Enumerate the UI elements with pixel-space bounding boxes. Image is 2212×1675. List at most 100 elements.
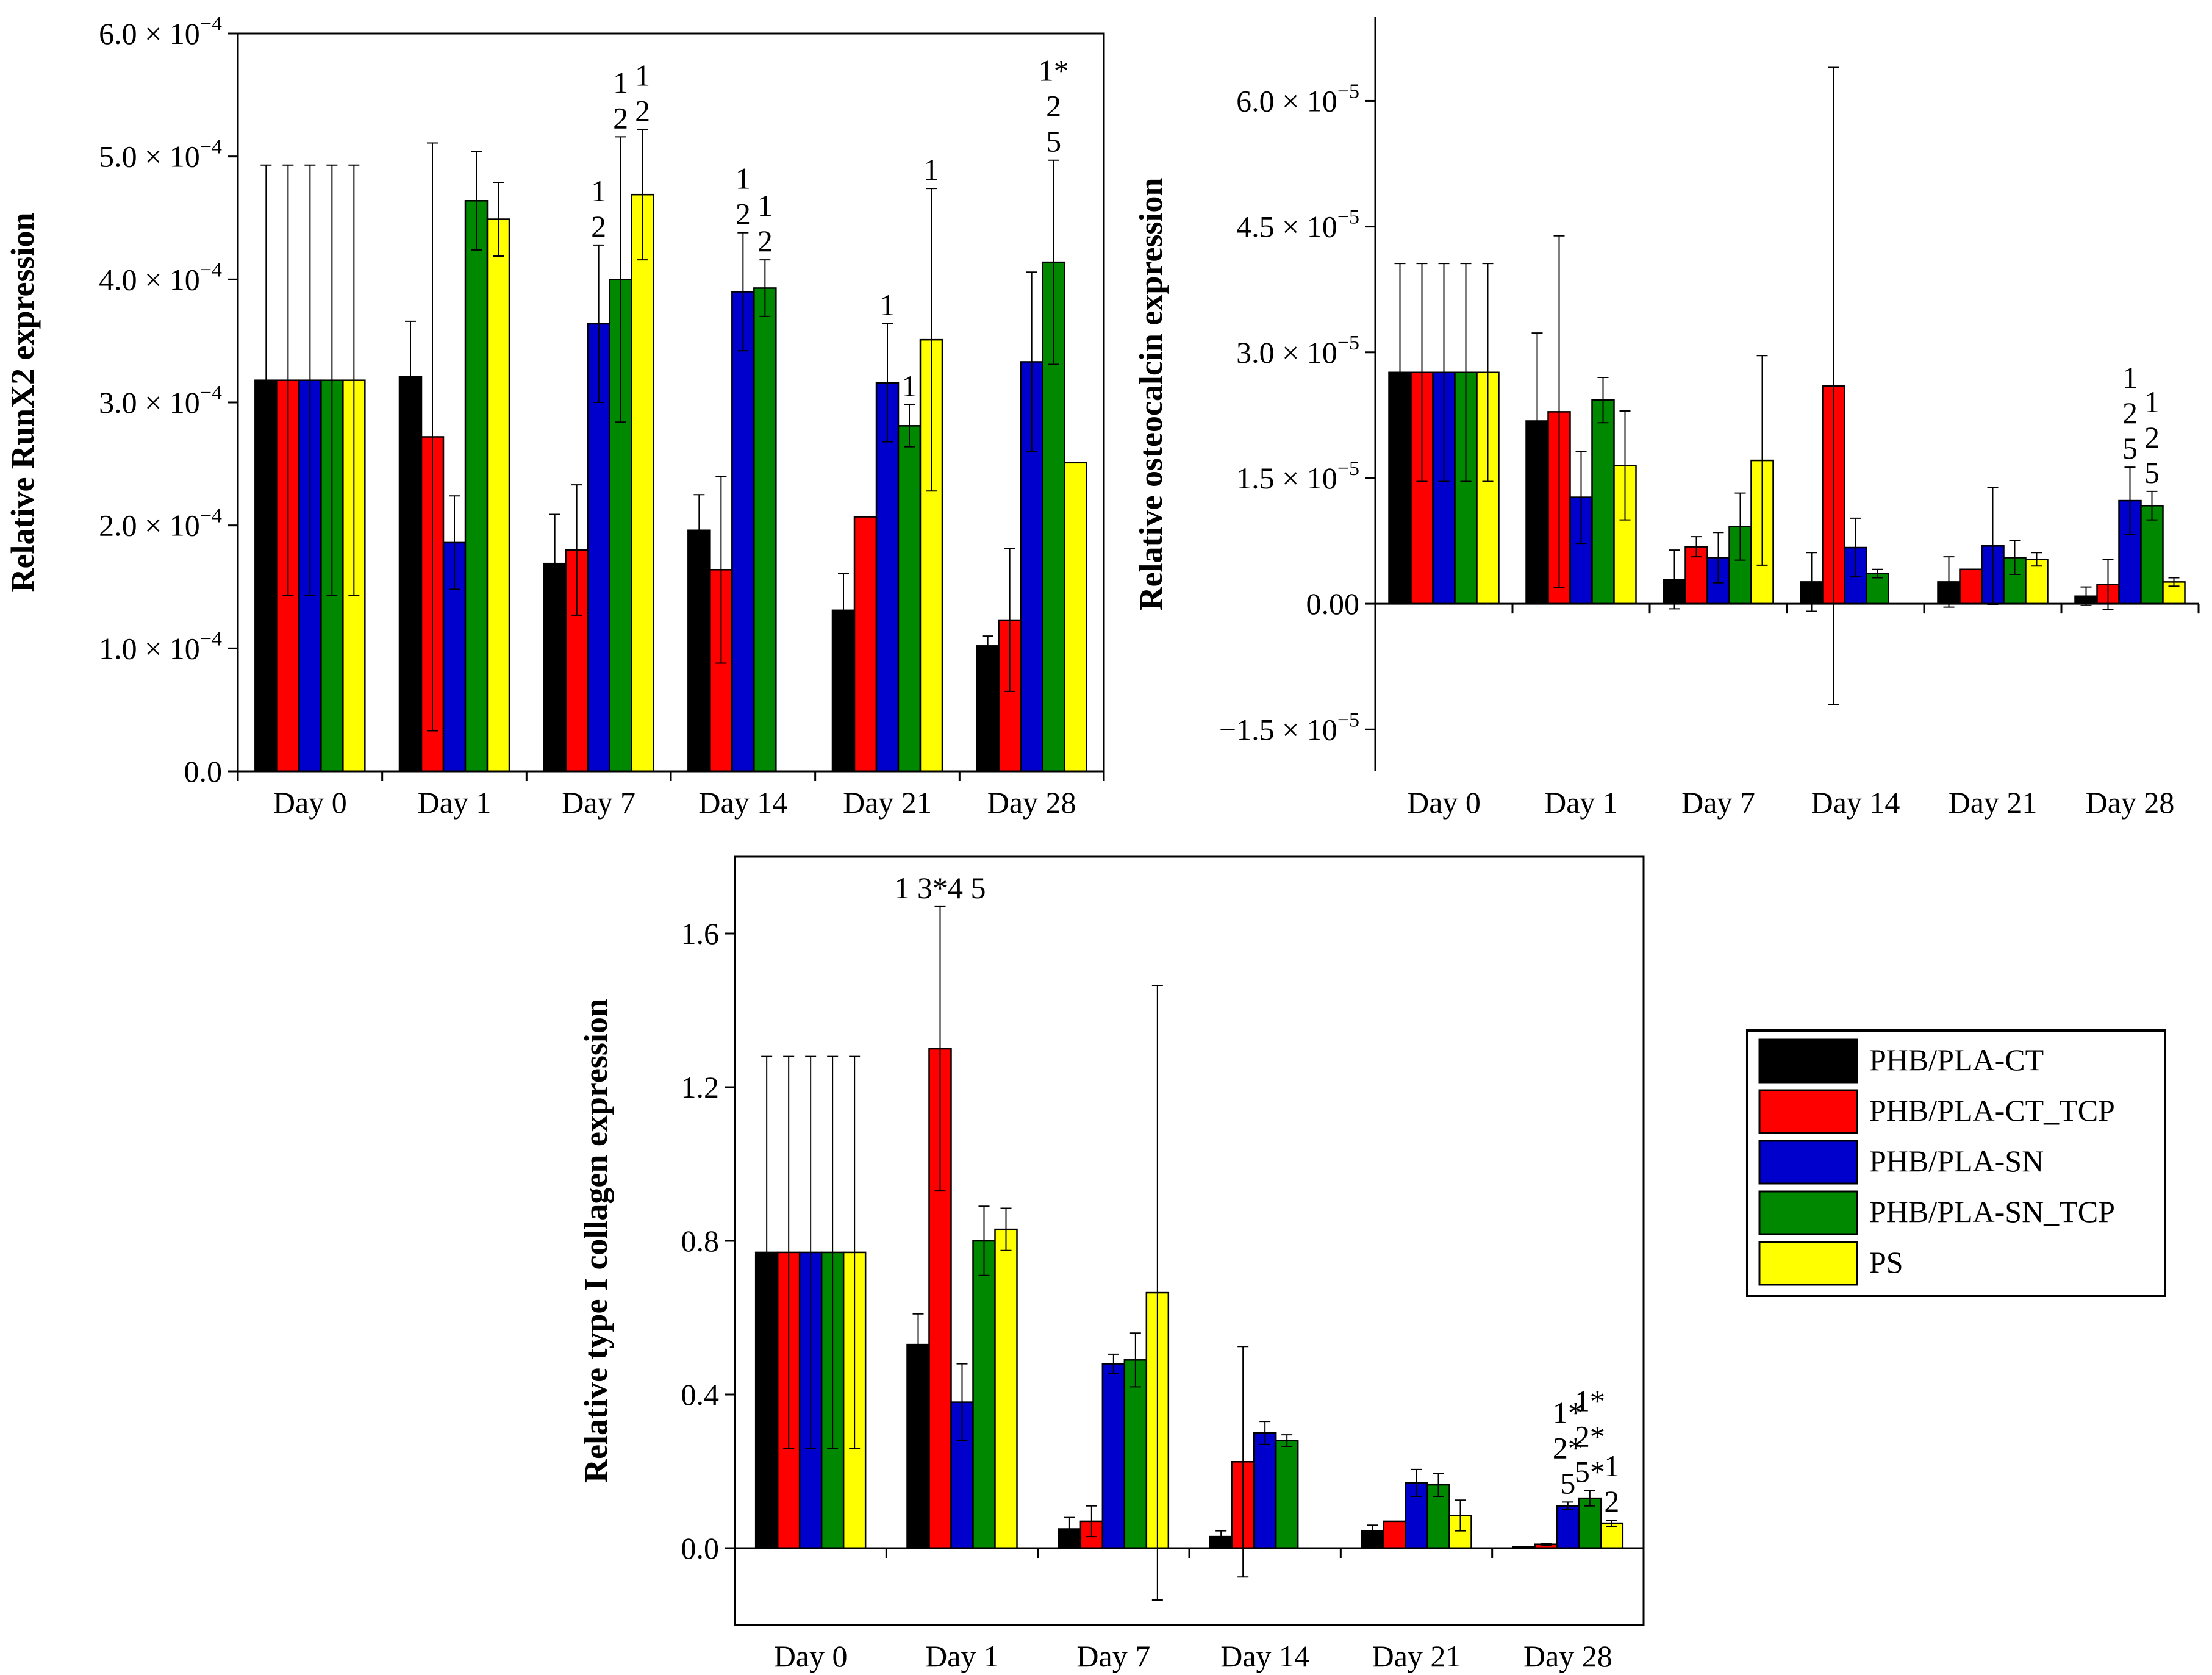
x-tick-label: Day 0 (1407, 785, 1481, 820)
significance-label: 5 (2122, 431, 2138, 465)
y-tick-label: 6.0 × 10−5 (1236, 80, 1359, 118)
x-tick-label: Day 7 (562, 785, 635, 820)
y-tick-label: 3.0 × 10−4 (99, 382, 222, 420)
x-tick-label: Day 28 (2086, 785, 2175, 820)
legend-label: PHB/PLA-CT (1869, 1043, 2044, 1077)
y-axis-title: Relative osteocalcin expression (1133, 178, 1169, 611)
legend-label: PHB/PLA-CT_TCP (1869, 1093, 2115, 1127)
y-tick-label: 1.6 (681, 916, 720, 951)
legend-swatch (1758, 1190, 1858, 1235)
bar (753, 287, 777, 773)
legend-swatch (1758, 1140, 1858, 1185)
significance-label: 1 (880, 288, 895, 322)
y-tick-label: 1.2 (681, 1070, 720, 1104)
significance-label: 1 (635, 58, 650, 92)
significance-label: 1 3*4 5 (895, 871, 986, 905)
y-axis-title: Relative type I collagen expression (578, 999, 614, 1483)
x-tick-label: Day 28 (987, 785, 1076, 820)
significance-label: 1* (1553, 1395, 1583, 1429)
significance-label: 2 (2122, 396, 2138, 430)
legend-label: PS (1869, 1245, 1903, 1279)
bar (1556, 1505, 1580, 1549)
x-tick-label: Day 7 (1681, 785, 1755, 820)
x-tick-label: Day 21 (1372, 1639, 1461, 1673)
bar (897, 425, 922, 773)
bar (1383, 1520, 1406, 1549)
significance-label: 2* (1553, 1430, 1583, 1465)
x-tick-label: Day 21 (843, 785, 932, 820)
x-tick-label: Day 28 (1523, 1639, 1612, 1673)
legend-label: PHB/PLA-SN_TCP (1869, 1195, 2115, 1229)
significance-label: 2 (2144, 420, 2160, 454)
x-tick-label: Day 1 (418, 785, 492, 820)
significance-label: 1 (902, 369, 917, 403)
bar (1959, 568, 1983, 605)
x-tick-label: Day 21 (1949, 785, 2038, 820)
y-tick-label: 1.0 × 10−4 (99, 627, 222, 665)
x-tick-label: Day 14 (698, 785, 787, 820)
x-tick-label: Day 1 (1544, 785, 1618, 820)
significance-label: 1 (736, 162, 751, 196)
significance-label: 2 (613, 101, 628, 135)
bar (853, 516, 878, 773)
y-tick-label: 0.0 (184, 754, 223, 788)
x-tick-label: Day 0 (273, 785, 347, 820)
significance-label: 1 (2144, 385, 2160, 419)
bar (1253, 1432, 1277, 1549)
significance-label: 2* (1575, 1420, 1605, 1454)
bar (398, 376, 423, 773)
x-tick-label: Day 14 (1811, 785, 1900, 820)
axes-frame (734, 855, 1645, 1626)
x-tick-label: Day 1 (925, 1639, 999, 1673)
significance-label: 1* (1039, 54, 1069, 88)
y-tick-label: 2.0 × 10−4 (99, 505, 222, 543)
y-tick-label: 3.0 × 10−5 (1236, 332, 1359, 370)
y-tick-label: 0.0 (681, 1531, 720, 1565)
bar (631, 193, 654, 773)
significance-label: 1 (757, 188, 773, 223)
bar (972, 1240, 996, 1549)
bar (731, 291, 755, 773)
bar (976, 645, 1000, 773)
bar (1101, 1363, 1126, 1549)
significance-label: 2 (757, 224, 773, 258)
y-tick-label: 6.0 × 10−4 (99, 13, 222, 51)
legend-swatch (1758, 1038, 1858, 1084)
x-tick-label: Day 0 (774, 1639, 848, 1673)
bar (2140, 505, 2164, 605)
significance-label: 1* (1575, 1384, 1605, 1418)
significance-label: 1 (613, 65, 628, 99)
bar (486, 218, 510, 773)
bar (1123, 1359, 1148, 1549)
significance-label: 2 (1604, 1484, 1619, 1518)
bar (1275, 1440, 1299, 1549)
legend-swatch (1758, 1089, 1858, 1134)
significance-label: 1 (1604, 1449, 1619, 1483)
bar (1591, 399, 1615, 605)
significance-label: 2 (591, 209, 606, 243)
significance-label: 5 (1046, 124, 1061, 159)
bar (994, 1228, 1018, 1549)
significance-label: 5 (2144, 455, 2160, 490)
y-tick-label: 0.8 (681, 1224, 720, 1258)
legend: PHB/PLA-CT PHB/PLA-CT_TCP PHB/PLA-SN PHB/PL… (1746, 1029, 2166, 1297)
axes-frame (237, 32, 1105, 773)
y-axis-title: Relative RunX2 expression (4, 212, 41, 592)
significance-label: 2 (635, 93, 650, 127)
y-tick-label: 1.5 × 10−5 (1236, 457, 1359, 495)
significance-label: 5* (1575, 1455, 1605, 1489)
y-tick-label: 4.5 × 10−5 (1236, 206, 1359, 244)
significance-label: 2 (736, 197, 751, 231)
legend-label: PHB/PLA-SN (1869, 1144, 2044, 1178)
significance-label: 5 (1560, 1466, 1575, 1500)
x-tick-label: Day 14 (1220, 1639, 1309, 1673)
bar (1064, 462, 1087, 773)
legend-swatch (1758, 1241, 1858, 1286)
bar (464, 200, 489, 773)
y-tick-label: 0.00 (1306, 587, 1360, 621)
significance-label: 1 (2122, 360, 2138, 395)
